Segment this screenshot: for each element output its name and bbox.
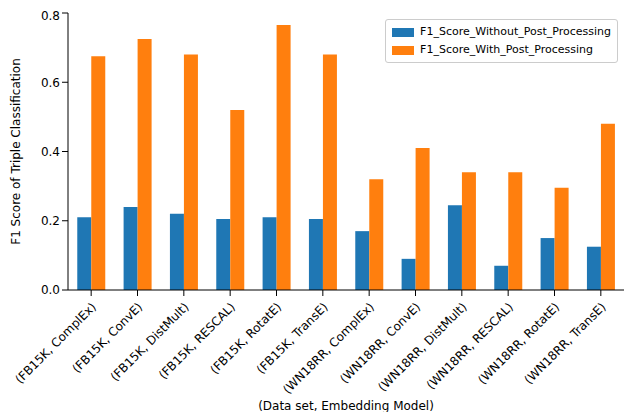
html-text:F1_Score_With_Post_Processing: F1_Score_With_Post_Processing: [420, 43, 593, 56]
svg-text:(WN18RR, RESCAL): (WN18RR, RESCAL): [424, 300, 516, 392]
svg-text:(FB15K, RotatE): (FB15K, RotatE): [207, 299, 285, 377]
svg-text:0.4: 0.4: [41, 145, 60, 159]
svg-text:0.8: 0.8: [41, 9, 60, 23]
svg-text:0.0: 0.0: [41, 283, 60, 297]
svg-text:(Data set, Embedding Model): (Data set, Embedding Model): [258, 399, 434, 412]
svg-text:(FB15K, ConvE): (FB15K, ConvE): [69, 299, 146, 376]
svg-text:(WN18RR, TransE): (WN18RR, TransE): [522, 300, 609, 387]
svg-text:(FB15K, TransE): (FB15K, TransE): [253, 299, 331, 377]
svg-text:(FB15K, RESCAL): (FB15K, RESCAL): [156, 300, 238, 382]
svg-text:0.2: 0.2: [41, 214, 60, 228]
svg-text:0.6: 0.6: [41, 76, 60, 90]
svg-text:(WN18RR, ComplEx): (WN18RR, ComplEx): [280, 300, 377, 397]
html-text:F1_Score_Without_Post_Processi: F1_Score_Without_Post_Processing: [420, 25, 611, 38]
svg-text:(WN18RR, DistMult): (WN18RR, DistMult): [375, 300, 469, 394]
svg-text:(FB15K, ComplEx): (FB15K, ComplEx): [12, 300, 98, 386]
svg-text:(FB15K, DistMult): (FB15K, DistMult): [108, 300, 192, 384]
svg-text:(WN18RR, ConvE): (WN18RR, ConvE): [337, 300, 423, 386]
svg-text:(WN18RR, RotatE): (WN18RR, RotatE): [475, 300, 562, 387]
svg-text:F1 Score of Triple Classificat: F1 Score of Triple Classification: [9, 58, 23, 245]
